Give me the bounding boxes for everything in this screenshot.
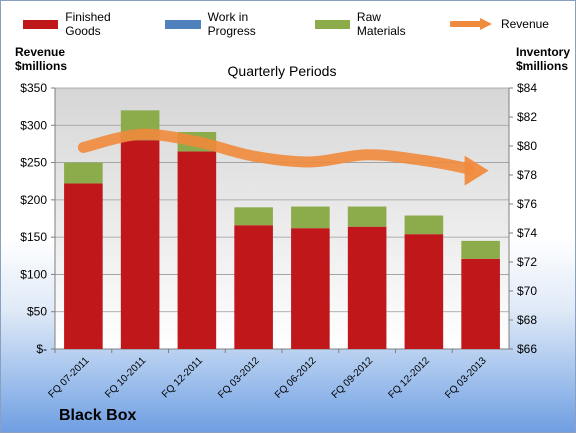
bar-finished-goods (291, 228, 330, 349)
left-tick-label: $350 (20, 81, 47, 95)
x-tick-label: FQ 12-2011 (160, 355, 205, 400)
right-tick-label: $76 (517, 197, 537, 211)
left-tick-label: $- (36, 342, 47, 356)
legend-label-raw-materials: Raw Materials (356, 10, 406, 38)
legend-label-finished-goods: Finished Goods (65, 10, 111, 38)
legend-label-revenue: Revenue (500, 17, 549, 31)
left-tick-label: $100 (20, 267, 47, 281)
bar-raw-materials (461, 240, 500, 259)
legend-item-raw-materials: Raw Materials (314, 10, 424, 38)
x-tick-label: FQ 06-2012 (273, 355, 319, 401)
right-axis-title-line1: Inventory (516, 45, 571, 59)
legend-swatch-raw-materials (314, 19, 350, 29)
left-axis-title-line1: Revenue (15, 45, 66, 59)
bar-raw-materials (291, 206, 330, 229)
bar-finished-goods (461, 258, 500, 349)
legend-swatch-revenue (449, 18, 492, 30)
left-tick-label: $200 (20, 193, 47, 207)
bar-raw-materials (347, 206, 387, 227)
right-tick-label: $70 (517, 284, 537, 298)
legend-label-work-in-progress: Work in Progress (207, 10, 256, 38)
legend-swatch-finished-goods (23, 19, 59, 29)
bar-raw-materials (404, 215, 444, 235)
bar-finished-goods (234, 225, 273, 349)
left-axis-title: Revenue $millions (15, 45, 67, 73)
right-tick-label: $80 (517, 139, 537, 153)
legend-swatch-work-in-progress (165, 19, 201, 29)
right-tick-label: $66 (517, 342, 537, 356)
x-tick-label: FQ 03-2012 (216, 355, 262, 401)
legend: Finished Goods Work in Progress Raw Mate… (23, 10, 575, 38)
legend-item-revenue: Revenue (449, 17, 549, 31)
revenue-line (77, 128, 475, 176)
x-tick-label: FQ 03-2013 (443, 355, 489, 401)
right-tick-label: $72 (517, 255, 537, 269)
right-tick-label: $74 (517, 226, 537, 240)
left-tick-label: $250 (20, 156, 47, 170)
right-tick-label: $82 (517, 110, 537, 124)
right-axis-title-line2: $millions (516, 59, 569, 73)
bar-finished-goods (120, 140, 160, 349)
bar-finished-goods (64, 183, 103, 349)
x-tick-label: FQ 12-2012 (386, 355, 432, 401)
bar-finished-goods (404, 234, 444, 349)
x-tick-label: FQ 07-2011 (47, 355, 92, 400)
brand-label: Black Box (59, 407, 137, 424)
legend-item-work-in-progress: Work in Progress (165, 10, 288, 38)
bar-raw-materials (64, 162, 103, 184)
right-tick-label: $68 (517, 313, 537, 327)
revenue-arrow-head (464, 155, 489, 186)
right-tick-label: $78 (517, 168, 537, 182)
x-tick-label: FQ 09-2012 (330, 355, 376, 401)
bar-finished-goods (177, 151, 217, 349)
left-tick-label: $300 (20, 118, 47, 132)
bar-raw-materials (234, 207, 273, 226)
left-tick-label: $150 (20, 230, 47, 244)
chart-title: Quarterly Periods (228, 63, 337, 79)
left-axis-title-line2: $millions (15, 59, 68, 73)
left-tick-label: $50 (27, 305, 47, 319)
x-tick-label: FQ 10-2011 (103, 355, 148, 400)
bar-finished-goods (347, 226, 387, 349)
legend-item-finished-goods: Finished Goods (23, 10, 139, 38)
right-axis-title: Inventory $millions (516, 45, 570, 73)
right-tick-label: $84 (517, 81, 537, 95)
